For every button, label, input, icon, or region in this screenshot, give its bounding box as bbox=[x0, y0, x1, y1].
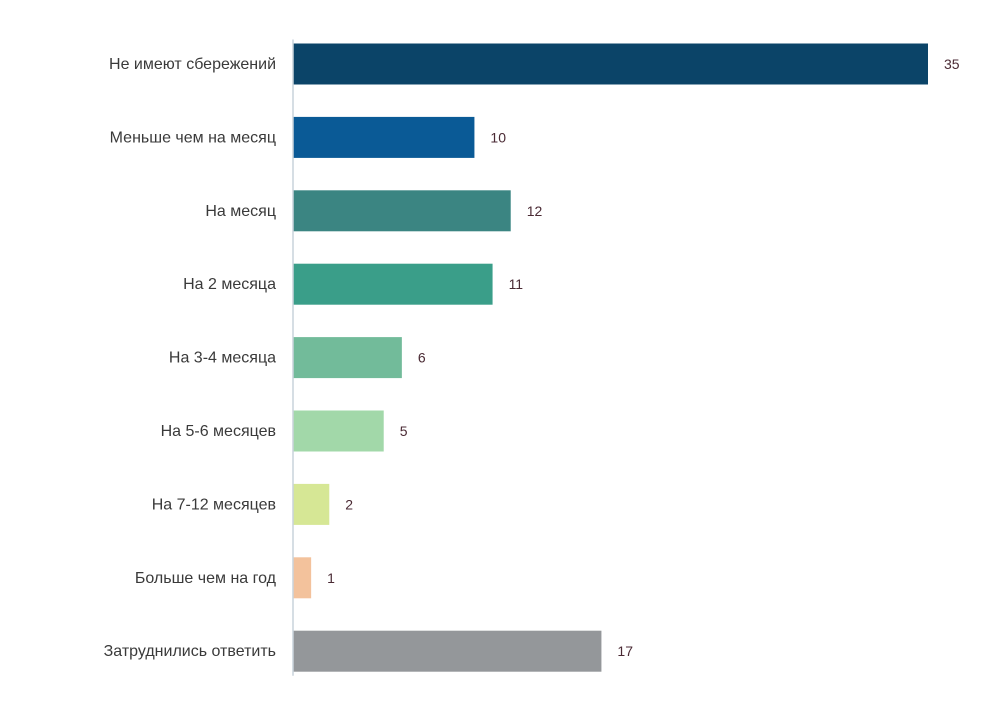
bar-2 bbox=[293, 116, 475, 158]
bar-4 bbox=[293, 263, 493, 305]
value-label-3: 12 bbox=[527, 203, 543, 219]
category-label-4: На 2 месяца bbox=[183, 276, 276, 293]
category-label-1: Не имеют сбережений bbox=[109, 56, 276, 73]
bar-9 bbox=[293, 630, 602, 672]
value-label-9: 17 bbox=[617, 643, 633, 659]
bars-layer bbox=[293, 43, 928, 672]
category-label-6: На 5-6 месяцев bbox=[161, 423, 276, 440]
labels-layer: Не имеют сбережений 35 Меньше чем на месяц… bbox=[104, 56, 960, 660]
bar-5 bbox=[293, 337, 402, 379]
bar-7 bbox=[293, 483, 330, 525]
value-label-6: 5 bbox=[400, 423, 408, 439]
bar-8 bbox=[293, 557, 312, 599]
value-label-4: 11 bbox=[509, 276, 524, 292]
value-label-1: 35 bbox=[944, 56, 960, 72]
category-label-5: На 3-4 месяца bbox=[169, 350, 276, 367]
category-label-3: На месяц bbox=[205, 203, 276, 220]
value-label-8: 1 bbox=[327, 570, 335, 586]
category-label-9: Затруднились ответить bbox=[104, 643, 276, 660]
value-label-2: 10 bbox=[490, 129, 506, 145]
bar-3 bbox=[293, 190, 511, 232]
value-label-7: 2 bbox=[345, 496, 353, 512]
category-label-8: Больше чем на год bbox=[135, 570, 277, 587]
category-label-7: На 7-12 месяцев bbox=[152, 496, 276, 513]
bar-1 bbox=[293, 43, 928, 85]
category-label-2: Меньше чем на месяц bbox=[110, 129, 276, 146]
bar-6 bbox=[293, 410, 384, 452]
value-label-5: 6 bbox=[418, 350, 426, 366]
